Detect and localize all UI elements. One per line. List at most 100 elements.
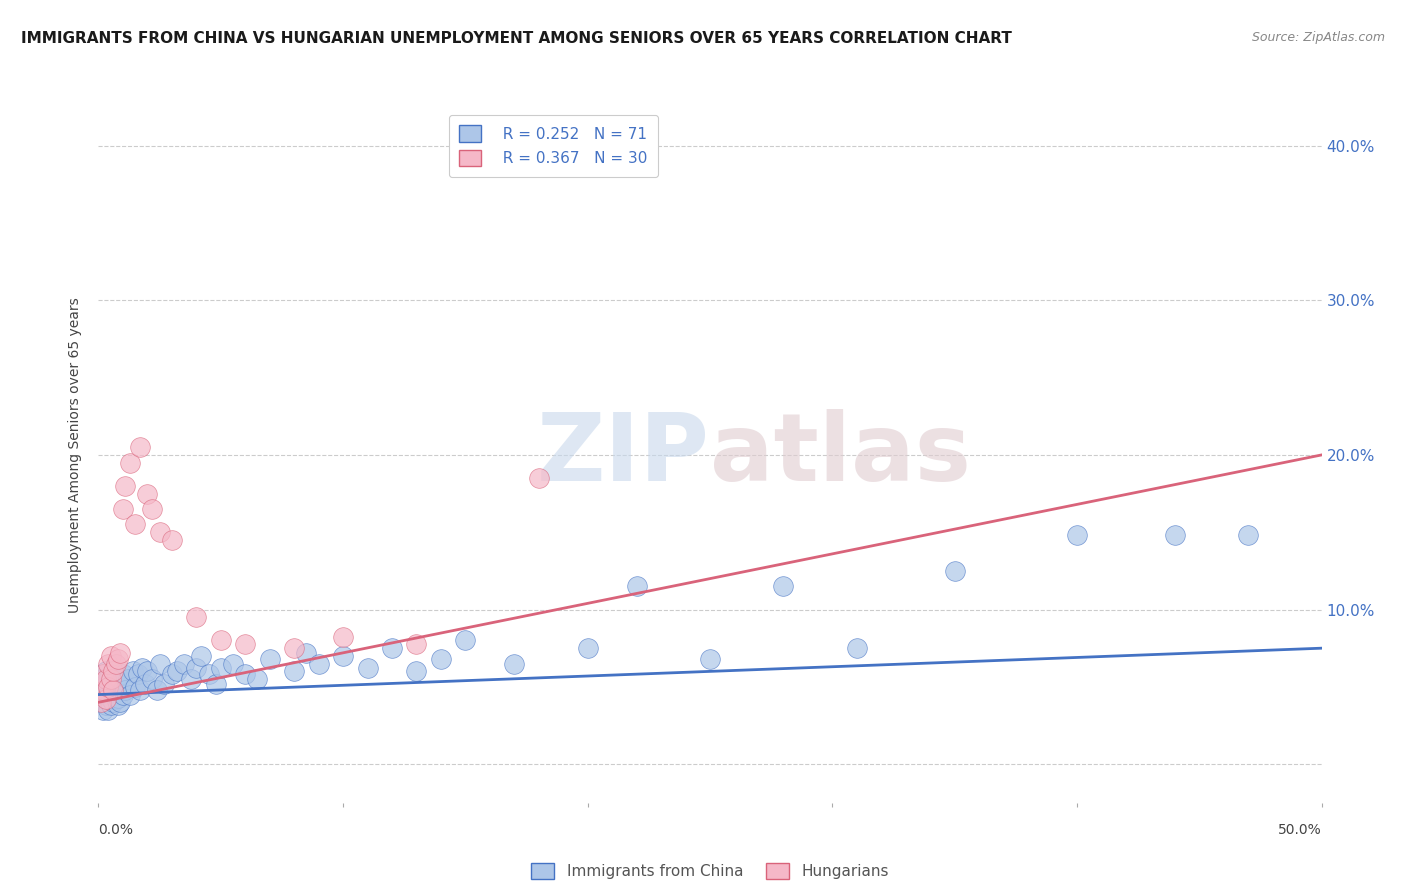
Point [101, 682, 124, 697]
Y-axis label: Unemployment Among Seniors over 65 years: Unemployment Among Seniors over 65 years [69, 297, 83, 613]
Point [190, 648, 212, 663]
Point [136, 665, 159, 679]
Point [160, 667, 183, 681]
Point [94, 665, 117, 679]
Text: 0.0%: 0.0% [98, 823, 134, 837]
Point [146, 682, 169, 697]
Point [107, 690, 129, 705]
Point [100, 692, 122, 706]
Point [91, 680, 114, 694]
Point [129, 682, 152, 697]
Point [91, 667, 114, 681]
Point [94, 682, 117, 697]
Point [124, 517, 146, 532]
Point [186, 610, 208, 624]
Point [180, 672, 202, 686]
Point [454, 633, 477, 648]
Point [111, 502, 134, 516]
Point [233, 667, 256, 681]
Point [97, 657, 120, 671]
Point [356, 661, 378, 675]
Point [209, 661, 232, 675]
Text: ZIP: ZIP [537, 409, 710, 501]
Point [111, 688, 134, 702]
Point [149, 525, 172, 540]
Point [90, 695, 112, 709]
Point [101, 665, 124, 679]
Point [107, 652, 129, 666]
Point [626, 579, 648, 593]
Point [576, 641, 599, 656]
Point [97, 688, 120, 702]
Point [259, 652, 281, 666]
Point [136, 486, 159, 500]
Point [110, 695, 132, 709]
Point [94, 672, 117, 686]
Point [1066, 528, 1088, 542]
Point [129, 440, 152, 454]
Point [173, 657, 195, 671]
Text: 50.0%: 50.0% [1278, 823, 1322, 837]
Point [283, 641, 305, 656]
Point [186, 661, 208, 675]
Text: Source: ZipAtlas.com: Source: ZipAtlas.com [1251, 31, 1385, 45]
Point [127, 667, 149, 681]
Point [430, 652, 453, 666]
Point [205, 677, 228, 691]
Point [104, 657, 127, 671]
Point [91, 703, 114, 717]
Point [90, 695, 112, 709]
Point [699, 652, 721, 666]
Point [97, 672, 120, 686]
Point [197, 667, 219, 681]
Point [100, 648, 122, 663]
Point [332, 648, 354, 663]
Point [503, 657, 526, 671]
Point [153, 677, 176, 691]
Point [134, 677, 156, 691]
Point [160, 533, 183, 547]
Point [97, 680, 120, 694]
Point [166, 665, 188, 679]
Point [101, 695, 124, 709]
Point [101, 682, 124, 697]
Point [209, 633, 232, 648]
Point [405, 665, 427, 679]
Point [283, 665, 305, 679]
Text: atlas: atlas [710, 409, 972, 501]
Point [120, 688, 142, 702]
Point [1164, 528, 1187, 542]
Point [110, 646, 132, 660]
Point [100, 698, 122, 713]
Point [222, 657, 245, 671]
Point [100, 672, 122, 686]
Point [1237, 528, 1260, 542]
Point [149, 657, 172, 671]
Point [111, 667, 134, 681]
Point [120, 456, 142, 470]
Point [110, 672, 132, 686]
Point [90, 672, 112, 686]
Point [104, 692, 127, 706]
Point [104, 672, 127, 686]
Point [97, 703, 120, 717]
Point [943, 564, 966, 578]
Point [308, 657, 330, 671]
Point [121, 665, 143, 679]
Point [405, 636, 427, 650]
Point [131, 661, 153, 675]
Text: IMMIGRANTS FROM CHINA VS HUNGARIAN UNEMPLOYMENT AMONG SENIORS OVER 65 YEARS CORR: IMMIGRANTS FROM CHINA VS HUNGARIAN UNEMP… [21, 31, 1012, 46]
Point [91, 682, 114, 697]
Point [100, 677, 122, 691]
Point [114, 479, 136, 493]
Point [101, 667, 124, 681]
Point [117, 672, 139, 686]
Point [332, 631, 354, 645]
Point [845, 641, 868, 656]
Point [772, 579, 794, 593]
Point [141, 672, 163, 686]
Point [94, 692, 117, 706]
Point [107, 677, 129, 691]
Point [114, 682, 136, 697]
Point [94, 698, 117, 713]
